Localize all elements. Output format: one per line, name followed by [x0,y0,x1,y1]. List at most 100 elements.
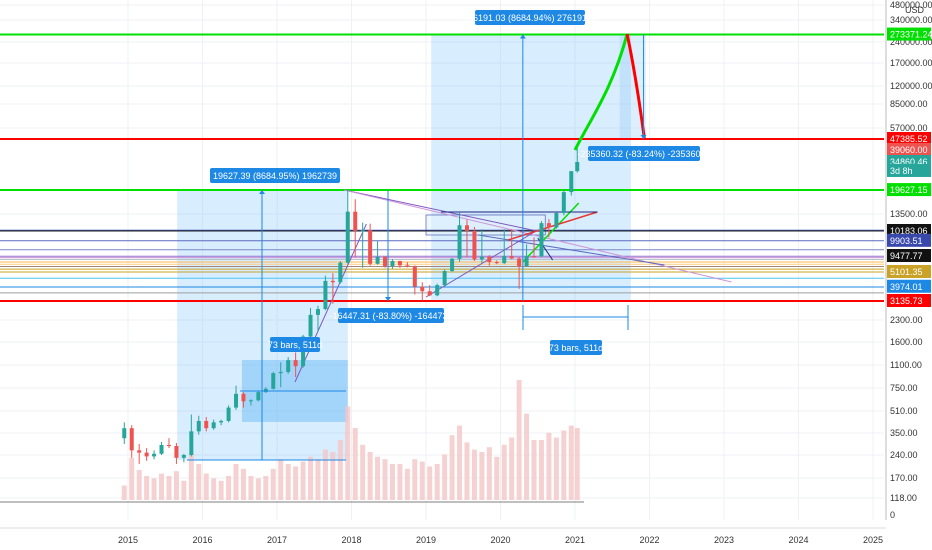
candle-body [174,446,179,458]
price-tick-label: 120000.00 [890,81,932,91]
price-label: 3974.01 [890,282,923,292]
candle-body [368,230,373,264]
candle-body [181,455,186,458]
price-tick-label: 13500.00 [890,209,928,219]
projection-path [573,33,646,151]
volume-bar [136,470,142,500]
candle-body [397,261,402,266]
volume-bar [471,449,477,500]
price-label-bg [887,279,931,293]
candle-body [122,428,127,439]
time-axis[interactable]: 2015 2016 2017 2018 2019 2020 2021 2022 2023 2024… [0,527,886,545]
price-label: 3d 8h [890,166,913,176]
candle-body [435,285,440,296]
volume-bar [404,468,410,500]
measure-arrow-head [640,135,647,139]
measure-label: 276191.03 (8684.94%) 27619103 [463,13,597,23]
price-tick-label: 340000.00 [890,15,932,25]
candle-body [144,452,149,457]
volume-bar [397,464,403,500]
volume-bar [159,473,165,500]
volume-bar [553,437,559,500]
candle-body [278,371,283,374]
price-tick-label: 750.00 [890,383,918,393]
time-tick-label: 2017 [267,535,287,545]
price-label: 34860.46 [890,157,928,167]
candle-body [196,420,201,432]
candle-body [234,393,239,408]
price-label: 9903.51 [890,236,923,246]
candle-body [420,286,425,292]
candle-body [546,223,551,228]
measure-arrow-head [385,297,391,301]
candle-body [330,280,335,283]
volume-bar [151,478,157,500]
volume-bar [494,456,500,500]
measure-label-bg [270,337,320,352]
volume-bar [300,461,306,500]
measure-label-bg [475,10,585,25]
volume-bar [218,480,224,500]
volume-zero-label: 0 [890,510,895,520]
volume-bar [574,428,580,500]
volume-bar [248,476,254,500]
time-tick-label: 2025 [863,535,883,545]
candle-body [204,420,209,429]
candle-body [211,422,216,429]
candle-body [293,360,298,367]
price-tick-label: 510.00 [890,406,918,416]
price-label: 3135.73 [890,296,923,306]
candle-body [472,230,477,260]
candle-body [152,453,157,457]
candle-body [263,388,268,393]
volume-bar [226,476,232,500]
price-label-bg [887,143,931,156]
price-tick-label: 1600.00 [890,337,923,347]
candle-body [308,314,313,337]
volume-bar [509,437,515,500]
candle-body [166,444,171,447]
price-label: 10183.06 [890,226,928,236]
candle-body [353,211,358,231]
candle-body [286,360,291,372]
candle-body [464,225,469,231]
price-label-bg [887,223,931,237]
level-lines [0,33,884,302]
volume-bar [270,468,276,500]
time-tick-label: 2022 [639,535,659,545]
volume-bar [337,440,343,500]
price-tick-label: 170.00 [890,473,918,483]
candle-body [539,223,544,257]
trend-line [522,202,580,263]
price-label: 9477.77 [890,251,923,261]
price-label-bg [887,132,931,145]
volume-bar [367,452,373,500]
candle-body [345,211,350,263]
volume-bar [479,452,485,500]
volume-bar [196,464,202,500]
candle-body [457,225,462,259]
volume-bar [352,428,358,500]
volume-bar [457,425,463,500]
measure-label-bg [550,340,602,355]
price-tick-label: 2300.00 [890,315,923,325]
candle-body [338,262,343,283]
measure-arrow-head [519,34,526,39]
measure-arrow-head [259,190,265,194]
candle-body [450,258,455,272]
volume-bar [375,456,381,500]
currency-label: USD [905,5,925,15]
volume-bar [442,454,448,500]
candle-body [315,309,320,315]
volume-bar [531,440,537,500]
candle-body [442,271,447,286]
time-tick-label: 2021 [565,535,585,545]
volume-bar [181,480,187,500]
time-tick-label: 2023 [714,535,734,545]
measure-label: 73 bars, 511d [268,340,322,350]
candle-body [360,230,365,232]
candle-body [502,256,507,264]
